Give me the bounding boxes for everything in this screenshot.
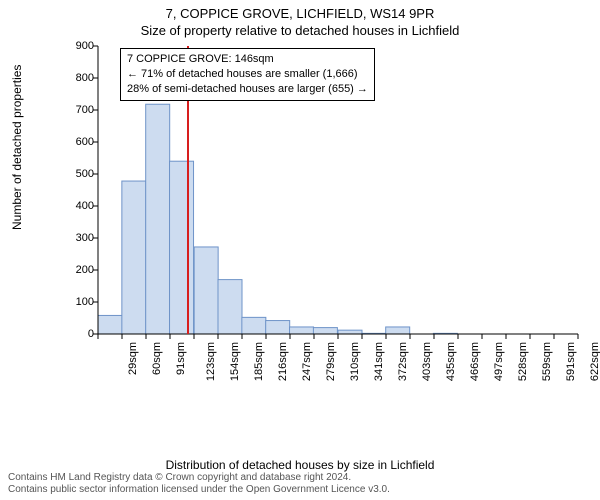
x-tick-label: 622sqm xyxy=(589,342,600,381)
y-axis-label: Number of detached properties xyxy=(10,65,24,230)
chart-area: 0 100 200 300 400 500 600 700 800 900 29sqm 60sqm 9… xyxy=(60,42,580,422)
x-tick-label: 279sqm xyxy=(325,342,337,381)
y-tick-label: 300 xyxy=(60,232,94,244)
info-line-3: 28% of semi-detached houses are larger (… xyxy=(127,82,368,97)
x-tick-label: 91sqm xyxy=(175,342,187,375)
property-info-box: 7 COPPICE GROVE: 146sqm ← 71% of detache… xyxy=(120,48,375,101)
y-tick-label: 700 xyxy=(60,104,94,116)
x-tick-label: 559sqm xyxy=(541,342,553,381)
x-tick-label: 216sqm xyxy=(277,342,289,381)
x-tick-label: 435sqm xyxy=(445,342,457,381)
footer-line-2: Contains public sector information licen… xyxy=(8,484,592,496)
x-tick-label: 497sqm xyxy=(493,342,505,381)
y-tick-label: 600 xyxy=(60,136,94,148)
x-tick-label: 341sqm xyxy=(373,342,385,381)
page-title-sub: Size of property relative to detached ho… xyxy=(0,21,600,38)
y-tick-label: 200 xyxy=(60,264,94,276)
x-tick-label: 403sqm xyxy=(421,342,433,381)
x-tick-label: 310sqm xyxy=(349,342,361,381)
x-axis-label: Distribution of detached houses by size … xyxy=(0,458,600,472)
info-line-2: ← 71% of detached houses are smaller (1,… xyxy=(127,67,368,82)
x-tick-label: 528sqm xyxy=(517,342,529,381)
x-tick-label: 123sqm xyxy=(205,342,217,381)
footer-line-1: Contains HM Land Registry data © Crown c… xyxy=(8,472,592,484)
x-tick-label: 154sqm xyxy=(229,342,241,381)
x-tick-label: 185sqm xyxy=(253,342,265,381)
x-tick-label: 247sqm xyxy=(301,342,313,381)
page-title-main: 7, COPPICE GROVE, LICHFIELD, WS14 9PR xyxy=(0,0,600,21)
y-tick-label: 500 xyxy=(60,168,94,180)
y-tick-label: 0 xyxy=(60,328,94,340)
y-tick-label: 400 xyxy=(60,200,94,212)
footer-attribution: Contains HM Land Registry data © Crown c… xyxy=(8,472,592,496)
y-tick-label: 800 xyxy=(60,72,94,84)
x-tick-label: 29sqm xyxy=(127,342,139,375)
x-tick-label: 466sqm xyxy=(469,342,481,381)
y-tick-label: 100 xyxy=(60,296,94,308)
y-tick-label: 900 xyxy=(60,40,94,52)
x-tick-label: 372sqm xyxy=(397,342,409,381)
x-tick-label: 591sqm xyxy=(565,342,577,381)
x-tick-label: 60sqm xyxy=(151,342,163,375)
info-line-1: 7 COPPICE GROVE: 146sqm xyxy=(127,52,368,67)
